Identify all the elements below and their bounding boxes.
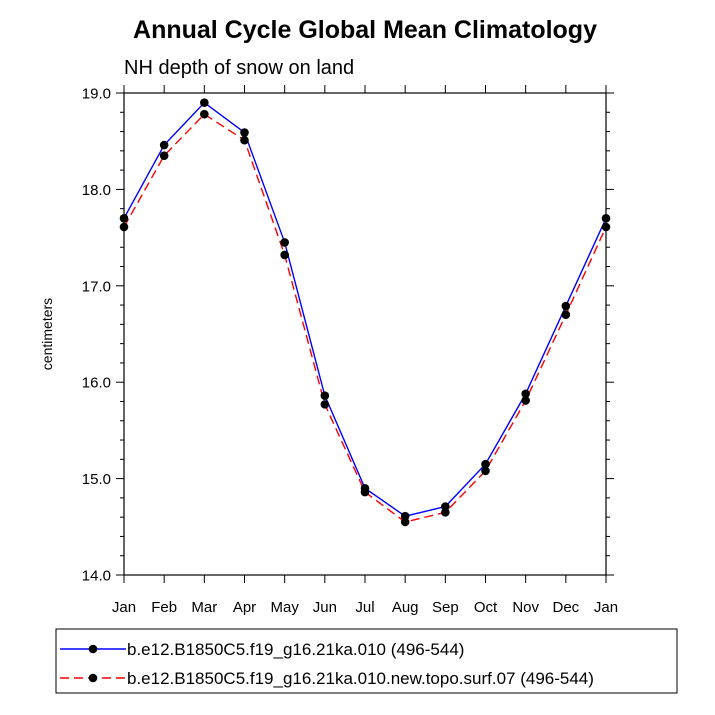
x-tick-label: Jul [355,599,374,616]
y-tick-labels: 14.0 15.0 16.0 17.0 18.0 19.0 [82,86,111,585]
y-tick-label: 15.0 [82,471,111,488]
legend-label-2: b.e12.B1850C5.f19_g16.21ka.010.new.topo.… [127,669,594,688]
y-tick-label: 18.0 [82,182,111,199]
plot-frame [123,92,607,576]
series-2-point [320,400,330,409]
series-2-point [400,517,410,527]
x-tick-label: Dec [552,599,579,616]
axis-ticks [116,85,614,583]
series-1-point [240,128,249,137]
chart-title: Annual Cycle Global Mean Climatology [133,16,597,44]
series-2-point [159,151,169,160]
series-2-point [360,487,370,497]
y-axis-label: centimeters [39,298,55,370]
series-2-point [240,135,249,145]
y-tick-label: 16.0 [82,375,111,392]
y-tick-label: 17.0 [82,278,111,295]
x-tick-label: Apr [233,599,256,616]
y-tick-label: 14.0 [82,568,111,585]
series-line-2 [123,113,607,523]
x-tick-label: Jan [112,599,136,616]
series-2-point [561,310,571,320]
x-tick-label: Aug [392,599,419,616]
series-line-1 [123,101,607,517]
chart-subtitle: NH depth of snow on land [124,57,354,79]
y-tick-label: 19.0 [82,86,111,103]
series-2-point [441,508,450,517]
x-tick-label: May [270,599,299,616]
series-layer [119,98,611,527]
series-2-point [200,109,209,119]
series-1-point [320,391,330,400]
legend: b.e12.B1850C5.f19_g16.21ka.010 (496-544)… [55,628,678,694]
x-tick-label: Feb [151,599,177,616]
legend-label-1: b.e12.B1850C5.f19_g16.21ka.010 (496-544) [127,640,464,659]
series-2-point [521,396,530,405]
x-tick-label: Nov [512,599,539,616]
x-tick-label: Mar [191,599,217,616]
x-tick-label: Oct [474,599,498,616]
x-tick-label: Sep [432,599,459,616]
series-2-point [481,466,490,476]
series-1-point [200,98,209,107]
x-tick-label: Jun [313,599,337,616]
series-1-point [521,389,530,399]
series-2-point [280,250,289,260]
legend-marker-1 [88,644,98,654]
legend-box [55,628,678,694]
series-1-point [481,459,490,469]
series-1-point [561,301,571,311]
x-tick-labels: Jan Feb Mar Apr May Jun Jul Aug Sep Oct Nov Dec Jan [112,599,618,616]
legend-marker-2 [88,673,98,683]
x-tick-label: Jan [594,599,618,616]
series-1-point [280,238,289,247]
series-1-point [159,140,169,150]
